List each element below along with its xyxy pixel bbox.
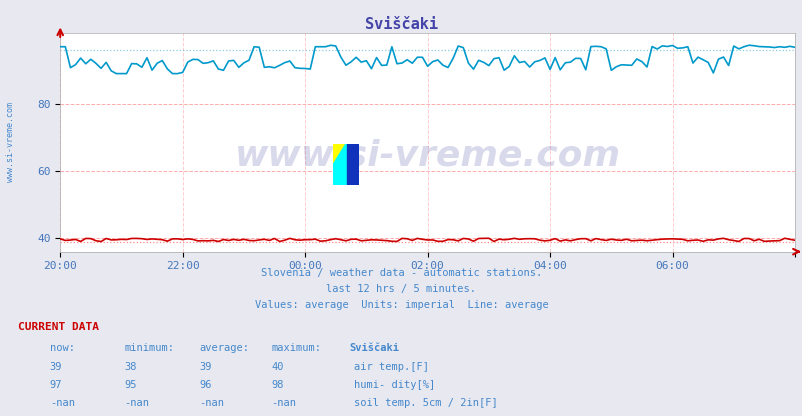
Polygon shape — [333, 144, 346, 164]
Text: CURRENT DATA: CURRENT DATA — [18, 322, 99, 332]
Polygon shape — [333, 164, 346, 185]
Text: air temp.[F]: air temp.[F] — [354, 362, 428, 371]
Text: 97: 97 — [50, 380, 63, 390]
Text: Slovenia / weather data - automatic stations.: Slovenia / weather data - automatic stat… — [261, 268, 541, 278]
Text: now:: now: — [50, 343, 75, 353]
Text: Sviščaki: Sviščaki — [349, 343, 399, 353]
Text: maximum:: maximum: — [271, 343, 321, 353]
Text: www.si-vreme.com: www.si-vreme.com — [6, 102, 14, 183]
Text: soil temp. 5cm / 2in[F]: soil temp. 5cm / 2in[F] — [354, 398, 497, 408]
Text: last 12 hrs / 5 minutes.: last 12 hrs / 5 minutes. — [326, 284, 476, 294]
Text: average:: average: — [199, 343, 249, 353]
Text: 40: 40 — [271, 362, 284, 371]
Polygon shape — [333, 144, 346, 185]
Text: -nan: -nan — [50, 398, 75, 408]
Text: 96: 96 — [199, 380, 212, 390]
Text: 95: 95 — [124, 380, 137, 390]
Polygon shape — [346, 144, 358, 185]
Text: Values: average  Units: imperial  Line: average: Values: average Units: imperial Line: av… — [254, 300, 548, 310]
Text: -nan: -nan — [271, 398, 296, 408]
Text: 39: 39 — [50, 362, 63, 371]
Text: humi- dity[%]: humi- dity[%] — [354, 380, 435, 390]
Text: Sviščaki: Sviščaki — [365, 17, 437, 32]
Text: -nan: -nan — [199, 398, 224, 408]
Text: www.si-vreme.com: www.si-vreme.com — [234, 139, 620, 173]
Text: -nan: -nan — [124, 398, 149, 408]
Text: 98: 98 — [271, 380, 284, 390]
Text: 39: 39 — [199, 362, 212, 371]
Text: 38: 38 — [124, 362, 137, 371]
Text: minimum:: minimum: — [124, 343, 174, 353]
